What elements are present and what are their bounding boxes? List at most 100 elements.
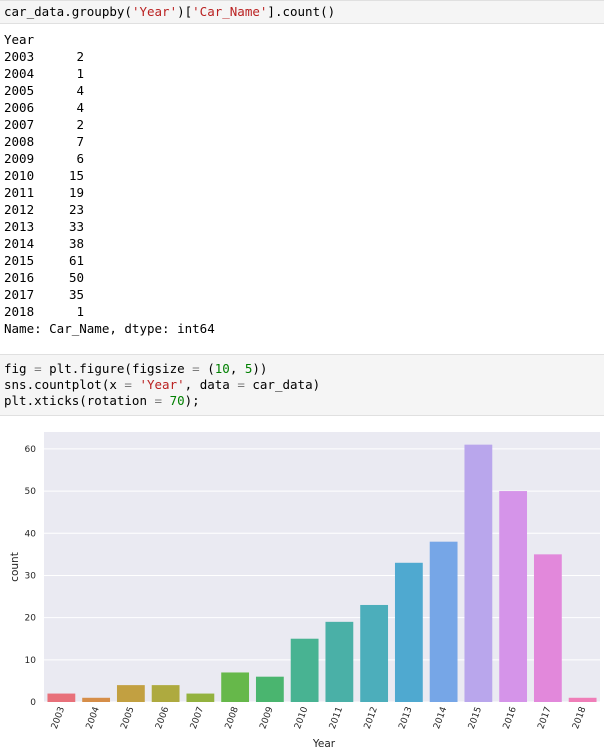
- code-token: plt.figure(figsize: [41, 361, 193, 376]
- output-row-count: 2: [76, 49, 84, 64]
- bar-2007: [186, 693, 215, 702]
- output-row-year: 2014: [4, 236, 35, 251]
- code-token: (: [199, 361, 215, 376]
- output-row-count: 1: [76, 66, 84, 81]
- x-tick-label: 2015: [467, 706, 484, 731]
- code-token: );: [184, 393, 200, 408]
- output-row-count: 15: [68, 168, 84, 183]
- output-footer: Name: Car_Name, dtype: int64: [4, 321, 215, 336]
- bar-2008: [221, 672, 250, 702]
- bar-2012: [360, 604, 389, 702]
- output-row-count: 50: [68, 270, 84, 285]
- bar-2017: [533, 554, 562, 702]
- output-row-year: 2016: [4, 270, 35, 285]
- output-row-year: 2017: [4, 287, 35, 302]
- output-row: 2015 61: [4, 252, 84, 269]
- output-row-count: 6: [76, 151, 84, 166]
- output-row: 2017 35: [4, 286, 84, 303]
- code-token: sns.countplot(x: [4, 377, 125, 392]
- x-tick-label: 2014: [432, 705, 449, 730]
- output-row-year: 2013: [4, 219, 35, 234]
- code-token: )[: [177, 4, 193, 19]
- code-cell-groupby[interactable]: car_data.groupby('Year')['Car_Name'].cou…: [0, 0, 604, 24]
- output-row: 2009 6: [4, 150, 84, 167]
- output-row-year: 2011: [4, 185, 35, 200]
- code-token: =: [192, 361, 200, 376]
- bar-2011: [325, 621, 354, 702]
- output-row: 2012 23: [4, 201, 84, 218]
- output-row-count: 7: [76, 134, 84, 149]
- output-row: 2008 7: [4, 133, 84, 150]
- x-tick-label: 2007: [189, 706, 206, 731]
- y-tick-label: 40: [25, 529, 37, 539]
- x-tick-label: 2013: [397, 706, 414, 731]
- code-token: 'Year': [139, 377, 185, 392]
- y-tick-label: 0: [30, 698, 36, 708]
- output-row-count: 35: [68, 287, 84, 302]
- y-tick-label: 30: [25, 571, 37, 581]
- bar-2018: [568, 697, 597, 702]
- output-row: 2011 19: [4, 184, 84, 201]
- output-row: 2003 2: [4, 48, 84, 65]
- output-row-count: 19: [68, 185, 84, 200]
- output-row: 2014 38: [4, 235, 84, 252]
- code-line[interactable]: sns.countplot(x = 'Year', data = car_dat…: [0, 377, 604, 393]
- x-tick-label: 2004: [85, 705, 102, 730]
- code-token: car_data.groupby(: [4, 4, 132, 19]
- code-editor[interactable]: fig = plt.figure(figsize = (10, 5)) sns.c…: [0, 361, 604, 409]
- x-tick-label: 2006: [154, 705, 171, 730]
- code-line[interactable]: car_data.groupby('Year')['Car_Name'].cou…: [0, 4, 604, 20]
- output-row: 2018 1: [4, 303, 84, 320]
- bar-2006: [151, 685, 180, 702]
- output-row-year: 2008: [4, 134, 35, 149]
- output-row-count: 33: [68, 219, 84, 234]
- code-token: 10: [214, 361, 230, 376]
- code-token: =: [154, 393, 163, 408]
- output-row-year: 2018: [4, 304, 35, 319]
- output-row-year: 2006: [4, 100, 35, 115]
- x-tick-label: 2005: [119, 706, 136, 731]
- output-row: 2016 50: [4, 269, 84, 286]
- y-tick-label: 20: [25, 614, 37, 624]
- output-row-year: 2005: [4, 83, 35, 98]
- output-row-year: 2012: [4, 202, 35, 217]
- code-editor[interactable]: car_data.groupby('Year')['Car_Name'].cou…: [0, 4, 604, 20]
- output-row-year: 2010: [4, 168, 35, 183]
- output-row: 2004 1: [4, 65, 84, 82]
- output-row-count: 4: [76, 83, 84, 98]
- code-token: , data: [184, 377, 238, 392]
- code-token: 'Car_Name': [192, 4, 268, 19]
- code-token: ,: [229, 361, 245, 376]
- y-tick-labels: 0 10 20 30 40 50 60: [25, 445, 37, 708]
- output-row-count: 2: [76, 117, 84, 132]
- output-row: 2010 15: [4, 167, 84, 184]
- bar-2004: [82, 697, 111, 702]
- output-row: 2013 33: [4, 218, 84, 235]
- output-row-count: 1: [76, 304, 84, 319]
- y-axis-title: count: [9, 552, 21, 582]
- output-row-count: 4: [76, 100, 84, 115]
- code-line[interactable]: fig = plt.figure(figsize = (10, 5)): [0, 361, 604, 377]
- bar-2014: [429, 541, 458, 702]
- x-tick-label: 2008: [224, 705, 241, 730]
- output-row-count: 61: [68, 253, 84, 268]
- x-tick-label: 2017: [536, 706, 553, 731]
- output-row-count: 38: [68, 236, 84, 251]
- code-token: fig: [4, 361, 35, 376]
- x-tick-label: 2003: [50, 706, 67, 731]
- bar-2015: [464, 444, 493, 702]
- code-token: [162, 393, 170, 408]
- y-tick-label: 60: [25, 445, 37, 455]
- code-token: =: [124, 377, 132, 392]
- code-line[interactable]: plt.xticks(rotation = 70);: [0, 393, 604, 409]
- x-tick-label: 2009: [258, 705, 275, 730]
- output-header: Year: [4, 32, 35, 47]
- x-tick-label: 2011: [328, 706, 345, 731]
- bar-2003: [47, 693, 76, 702]
- x-axis-title: Year: [312, 738, 336, 750]
- output-row: 2006 4: [4, 99, 84, 116]
- code-cell-countplot[interactable]: fig = plt.figure(figsize = (10, 5)) sns.c…: [0, 354, 604, 416]
- output-row-year: 2007: [4, 117, 35, 132]
- output-row: 2005 4: [4, 82, 84, 99]
